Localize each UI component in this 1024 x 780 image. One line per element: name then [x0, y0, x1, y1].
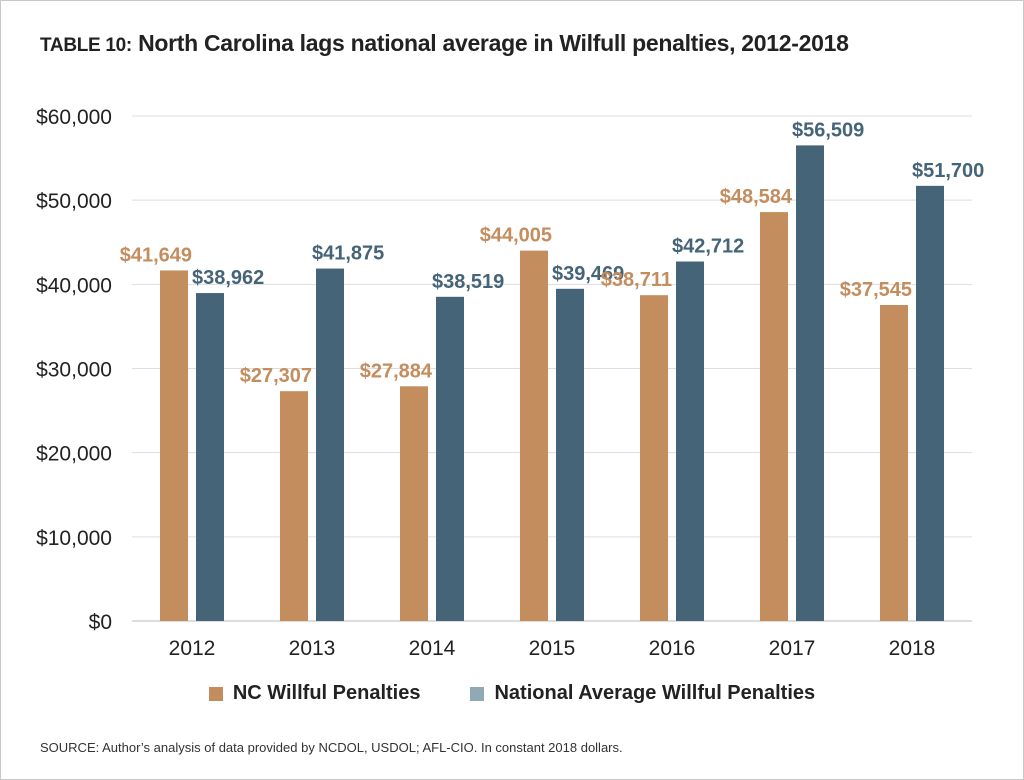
bar-national-2013	[316, 268, 344, 621]
data-label-national-2017: $56,509	[792, 119, 864, 141]
data-label-nc-2017: $48,584	[720, 186, 793, 208]
y-tick-label: $50,000	[36, 190, 112, 213]
chart-title-prefix: TABLE 10:	[40, 35, 132, 56]
legend-item-nc: NC Willful Penalties	[208, 682, 421, 705]
bar-nc-2013	[280, 391, 308, 621]
gridlines	[132, 115, 972, 622]
x-tick-label: 2017	[769, 637, 816, 660]
y-tick-labels: $0 $10,000 $20,000 $30,000 $40,000 $50,000 $60…	[36, 106, 112, 634]
chart-title-text: North Carolina lags national average in …	[138, 30, 849, 56]
legend-swatch-national	[470, 686, 485, 701]
data-label-nc-2014: $27,884	[360, 360, 433, 382]
legend-swatch-nc	[208, 686, 223, 701]
bar-national-2014	[436, 296, 464, 621]
data-label-national-2018: $51,700	[912, 160, 984, 182]
x-tick-labels: 2012 2013 2014 2015 2016 2017 2018	[169, 637, 936, 660]
x-tick-label: 2013	[289, 637, 336, 660]
bar-nc-2014	[400, 386, 428, 621]
bar-nc-2015	[520, 250, 548, 622]
legend-label-national: National Average Willful Penalties	[494, 682, 816, 704]
bar-national-2015	[556, 288, 584, 621]
bar-national-2018	[916, 185, 944, 621]
data-label-nc-2018: $37,545	[840, 279, 912, 301]
data-label-nc-2012: $41,649	[120, 244, 192, 266]
bar-nc-2018	[880, 304, 908, 621]
bar-national-2017	[796, 145, 824, 622]
bar-nc-2016	[640, 295, 668, 621]
x-tick-label: 2014	[409, 637, 456, 660]
source-note: SOURCE: Author’s analysis of data provid…	[40, 740, 623, 755]
bar-national-2016	[676, 261, 704, 621]
x-tick-label: 2015	[529, 637, 576, 660]
data-label-national-2015: $39,469	[552, 263, 624, 285]
bar-national-2012	[196, 293, 224, 621]
legend: NC Willful Penalties National Average Wi…	[0, 682, 1024, 705]
bar-nc-2012	[160, 270, 188, 621]
data-label-nc-2013: $27,307	[240, 365, 312, 387]
x-tick-label: 2012	[169, 637, 216, 660]
x-tick-label: 2016	[649, 637, 696, 660]
data-label-nc-2016: $38,711	[601, 269, 672, 291]
y-tick-label: $0	[89, 611, 112, 634]
y-tick-label: $60,000	[36, 106, 112, 129]
y-tick-label: $30,000	[36, 359, 112, 382]
data-label-national-2014: $38,519	[432, 271, 504, 293]
data-label-national-2013: $41,875	[312, 243, 384, 265]
data-labels: $41,649$38,962 $27,307 $41,875 $27,884 $38,5…	[120, 119, 985, 387]
bar-nc-2017	[760, 212, 788, 622]
x-tick-label: 2018	[889, 637, 936, 660]
data-label-nc-2015: $44,005	[480, 225, 552, 247]
y-tick-label: $10,000	[36, 527, 112, 550]
data-label-national-2012: $38,962	[192, 267, 264, 289]
legend-label-nc: NC Willful Penalties	[232, 682, 421, 704]
y-tick-label: $20,000	[36, 443, 112, 466]
chart-title: TABLE 10: North Carolina lags national a…	[40, 30, 849, 57]
legend-item-national: National Average Willful Penalties	[470, 682, 815, 705]
data-label-national-2016: $42,712	[672, 236, 744, 258]
y-tick-label: $40,000	[36, 274, 112, 297]
bars	[160, 145, 944, 622]
